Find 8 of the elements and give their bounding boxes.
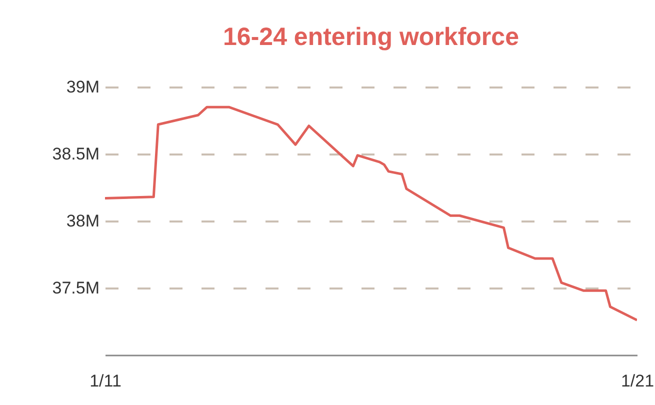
y-tick-label: 38.5M — [52, 144, 100, 164]
y-tick-label: 37.5M — [52, 278, 100, 298]
x-tick-label: 1/21 — [620, 372, 654, 390]
line-series — [105, 106, 637, 322]
chart-title: 16-24 entering workforce — [223, 23, 520, 51]
y-tick-label: 39M — [66, 78, 100, 96]
x-tick-label: 1/11 — [90, 372, 122, 390]
y-tick-label: 38M — [66, 212, 100, 230]
